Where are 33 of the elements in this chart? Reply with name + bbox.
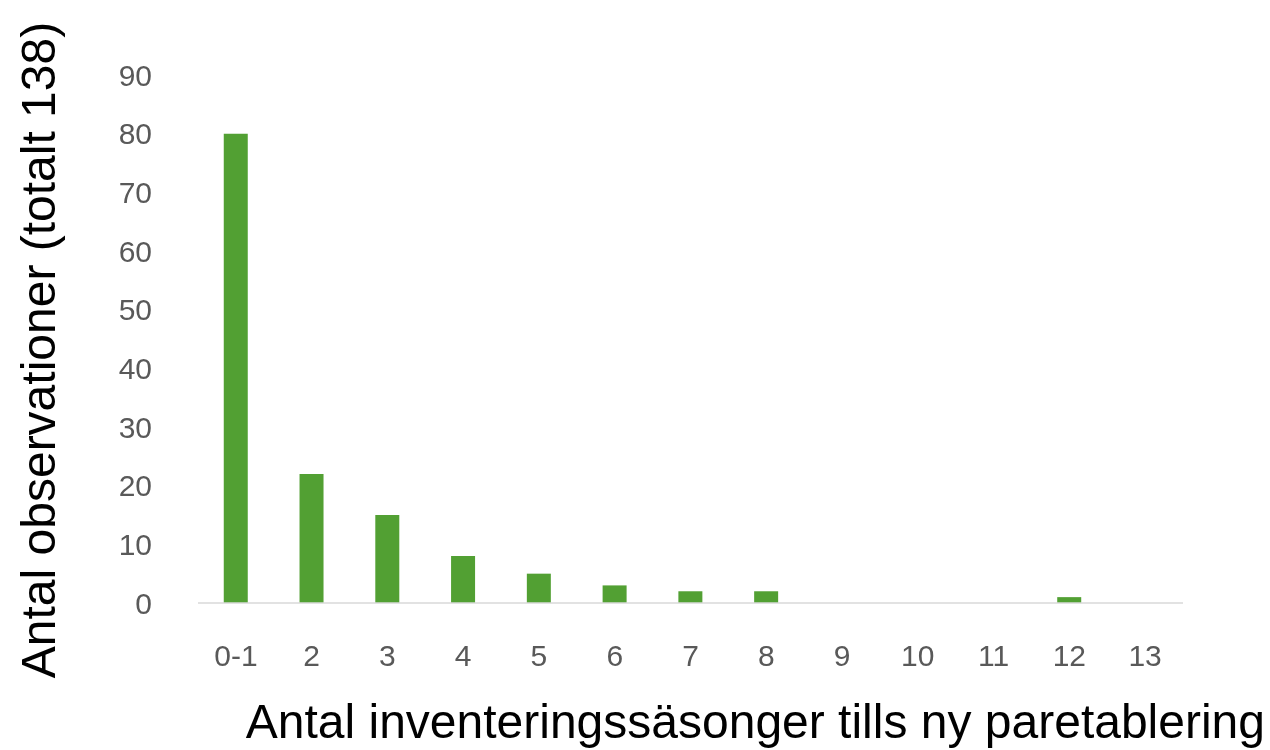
y-tick-label: 50 bbox=[118, 293, 152, 327]
x-tick-label: 12 bbox=[1052, 639, 1087, 673]
x-tick-label: 6 bbox=[606, 639, 624, 673]
x-tick-label: 11 bbox=[978, 639, 1010, 673]
x-tick-label: 8 bbox=[757, 639, 775, 673]
x-tick-label: 5 bbox=[530, 639, 548, 673]
bar bbox=[678, 591, 703, 603]
bar bbox=[451, 556, 476, 603]
y-tick-label: 40 bbox=[118, 351, 152, 385]
bar bbox=[223, 133, 248, 603]
x-tick-label: 9 bbox=[833, 639, 851, 673]
y-tick-label: 0 bbox=[135, 586, 152, 620]
bar bbox=[375, 515, 400, 603]
y-tick-label: 70 bbox=[118, 175, 152, 209]
bar bbox=[602, 585, 627, 603]
x-tick-label: 3 bbox=[379, 639, 396, 673]
bar bbox=[754, 591, 779, 603]
x-tick-label: 2 bbox=[303, 639, 320, 673]
y-tick-label: 80 bbox=[118, 117, 152, 151]
bar bbox=[526, 573, 551, 603]
y-tick-label: 60 bbox=[118, 234, 152, 268]
x-tick-label: 7 bbox=[682, 639, 699, 673]
x-tick-label: 13 bbox=[1128, 639, 1162, 673]
y-tick-label: 30 bbox=[118, 410, 152, 444]
y-tick-label: 10 bbox=[118, 527, 152, 561]
x-tick-label: 4 bbox=[454, 639, 472, 673]
y-tick-label: 20 bbox=[118, 469, 152, 503]
y-tick-label: 90 bbox=[118, 58, 152, 92]
bar bbox=[299, 473, 324, 603]
x-tick-label: 10 bbox=[901, 639, 935, 673]
x-tick-label: 0-1 bbox=[214, 639, 258, 673]
x-axis-title: Antal inventeringssäsonger tills ny paretablering bbox=[245, 695, 1265, 748]
y-axis-title: Antal observationer (totalt 138) bbox=[11, 21, 65, 679]
